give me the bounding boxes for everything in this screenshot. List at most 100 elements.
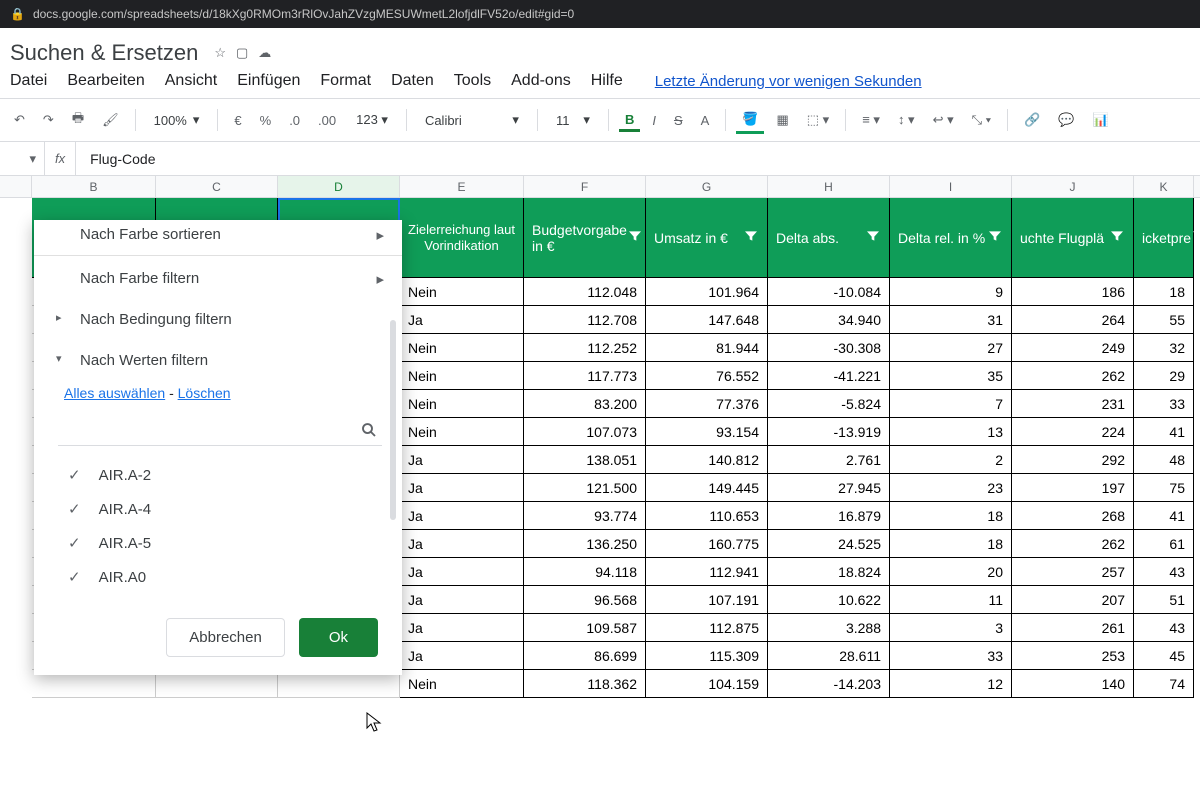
data-cell[interactable]: Nein [400, 670, 524, 698]
italic-button[interactable]: I [646, 109, 662, 132]
menu-einfuegen[interactable]: Einfügen [237, 72, 300, 90]
currency-button[interactable]: € [228, 109, 247, 132]
data-cell[interactable]: 149.445 [646, 474, 768, 502]
data-cell[interactable]: 41 [1134, 502, 1194, 530]
data-cell[interactable]: 136.250 [524, 530, 646, 558]
data-cell[interactable]: 104.159 [646, 670, 768, 698]
data-cell[interactable]: 107.191 [646, 586, 768, 614]
data-cell[interactable]: 77.376 [646, 390, 768, 418]
data-cell[interactable]: 11 [890, 586, 1012, 614]
data-cell[interactable]: 29 [1134, 362, 1194, 390]
data-cell[interactable]: 23 [890, 474, 1012, 502]
data-cell[interactable]: 9 [890, 278, 1012, 306]
data-cell[interactable]: 112.941 [646, 558, 768, 586]
decrease-decimal-button[interactable]: .0 [283, 109, 306, 132]
menu-tools[interactable]: Tools [454, 72, 491, 90]
percent-button[interactable]: % [254, 109, 278, 132]
data-cell[interactable]: 140.812 [646, 446, 768, 474]
last-edit-link[interactable]: Letzte Änderung vor wenigen Sekunden [655, 73, 922, 90]
data-cell[interactable]: 20 [890, 558, 1012, 586]
column-header-D[interactable]: D [278, 176, 400, 197]
menu-bearbeiten[interactable]: Bearbeiten [67, 72, 144, 90]
data-cell[interactable]: -14.203 [768, 670, 890, 698]
data-cell[interactable]: Ja [400, 502, 524, 530]
data-cell[interactable]: 48 [1134, 446, 1194, 474]
data-cell[interactable]: 24.525 [768, 530, 890, 558]
data-cell[interactable]: 197 [1012, 474, 1134, 502]
data-cell[interactable]: 61 [1134, 530, 1194, 558]
column-header-J[interactable]: J [1012, 176, 1134, 197]
comment-button[interactable]: 💬 [1052, 108, 1080, 132]
data-cell[interactable]: 207 [1012, 586, 1134, 614]
wrap-button[interactable]: ↩ ▾ [927, 108, 960, 132]
filter-icon[interactable] [1191, 228, 1200, 247]
data-cell[interactable]: 27 [890, 334, 1012, 362]
data-cell[interactable]: Ja [400, 530, 524, 558]
data-cell[interactable]: -41.221 [768, 362, 890, 390]
data-cell[interactable]: 115.309 [646, 642, 768, 670]
filter-by-color-item[interactable]: Nach Farbe filtern [34, 258, 402, 299]
column-header-G[interactable]: G [646, 176, 768, 197]
data-cell[interactable]: Ja [400, 558, 524, 586]
data-cell[interactable]: 33 [1134, 390, 1194, 418]
data-cell[interactable]: -30.308 [768, 334, 890, 362]
document-title[interactable]: Suchen & Ersetzen [10, 40, 198, 66]
data-cell[interactable]: 75 [1134, 474, 1194, 502]
column-header-F[interactable]: F [524, 176, 646, 197]
data-cell[interactable]: 96.568 [524, 586, 646, 614]
data-cell[interactable]: 2 [890, 446, 1012, 474]
column-header-B[interactable]: B [32, 176, 156, 197]
data-cell[interactable]: 76.552 [646, 362, 768, 390]
data-cell[interactable]: 10.622 [768, 586, 890, 614]
filter-icon[interactable] [743, 228, 759, 247]
redo-button[interactable]: ↷ [37, 108, 60, 132]
data-cell[interactable]: 83.200 [524, 390, 646, 418]
data-cell[interactable]: -13.919 [768, 418, 890, 446]
data-cell[interactable]: 112.708 [524, 306, 646, 334]
data-cell[interactable]: 107.073 [524, 418, 646, 446]
header-cell[interactable]: Umsatz in € [646, 198, 768, 278]
data-cell[interactable]: Ja [400, 642, 524, 670]
h-align-button[interactable]: ≡ ▾ [856, 108, 886, 132]
column-header-E[interactable]: E [400, 176, 524, 197]
column-header-I[interactable]: I [890, 176, 1012, 197]
data-cell[interactable]: 43 [1134, 558, 1194, 586]
column-header-H[interactable]: H [768, 176, 890, 197]
data-cell[interactable]: 94.118 [524, 558, 646, 586]
data-cell[interactable]: Nein [400, 418, 524, 446]
data-cell[interactable]: 186 [1012, 278, 1134, 306]
data-cell[interactable]: 13 [890, 418, 1012, 446]
print-button[interactable]: 🖶 [66, 105, 90, 135]
rotate-button[interactable]: ⤡ ▾ [966, 108, 997, 132]
sort-by-color-item[interactable]: Nach Farbe sortieren [34, 222, 402, 253]
data-cell[interactable]: 257 [1012, 558, 1134, 586]
more-formats-dropdown[interactable]: 123 ▾ [348, 108, 396, 132]
merge-button[interactable]: ⬚ ▾ [801, 108, 835, 132]
data-cell[interactable]: Ja [400, 474, 524, 502]
data-cell[interactable]: 3.288 [768, 614, 890, 642]
fill-color-button[interactable]: 🪣 [736, 107, 764, 134]
data-cell[interactable]: 7 [890, 390, 1012, 418]
cancel-button[interactable]: Abbrechen [166, 618, 285, 657]
filter-value-row[interactable]: ✓AIR.A0 [64, 560, 382, 594]
data-cell[interactable]: 74 [1134, 670, 1194, 698]
borders-button[interactable]: ▦ [770, 108, 794, 132]
data-cell[interactable]: 18 [1134, 278, 1194, 306]
menu-datei[interactable]: Datei [10, 72, 47, 90]
increase-decimal-button[interactable]: .00 [312, 109, 342, 132]
data-cell[interactable]: -10.084 [768, 278, 890, 306]
data-cell[interactable]: Ja [400, 614, 524, 642]
text-color-button[interactable]: A [695, 109, 716, 132]
name-box-dropdown[interactable]: ▾ [0, 151, 44, 167]
data-cell[interactable]: 86.699 [524, 642, 646, 670]
font-dropdown[interactable]: Calibri▾ [417, 108, 527, 132]
data-cell[interactable]: 35 [890, 362, 1012, 390]
data-cell[interactable]: 140 [1012, 670, 1134, 698]
data-cell[interactable]: 101.964 [646, 278, 768, 306]
data-cell[interactable]: 93.774 [524, 502, 646, 530]
data-cell[interactable]: 268 [1012, 502, 1134, 530]
data-cell[interactable]: 12 [890, 670, 1012, 698]
data-cell[interactable]: -5.824 [768, 390, 890, 418]
star-icon[interactable]: ☆ [214, 45, 226, 61]
menu-addons[interactable]: Add-ons [511, 72, 571, 90]
